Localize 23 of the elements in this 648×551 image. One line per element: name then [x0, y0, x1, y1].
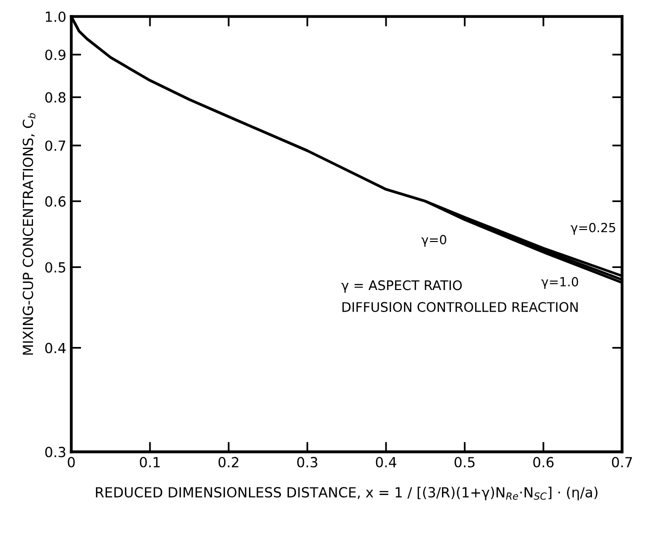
- x-tick-label: 0.7: [612, 456, 632, 468]
- annotation: γ = ASPECT RATIO: [341, 280, 462, 293]
- y-tick-label: 0.8: [45, 92, 66, 103]
- x-tick-label: 0.3: [297, 456, 318, 468]
- series-label: γ=1.0: [541, 276, 578, 289]
- y-tick-label: 1.0: [46, 12, 66, 22]
- series-label: γ=0.25: [570, 222, 616, 235]
- y-tick-label: 0.9: [45, 50, 66, 60]
- y-tick-label: 0.3: [45, 446, 66, 458]
- x-tick-label: 0.1: [140, 456, 160, 468]
- series-label: γ=0: [421, 234, 446, 247]
- x-tick-label: 0.2: [218, 456, 238, 468]
- y-axis-title: MIXING-CUP CONCENTRATIONS, C$_{b}$: [22, 113, 36, 355]
- x-tick-label: 0.5: [454, 456, 475, 468]
- y-tick-label: 0.4: [45, 342, 66, 354]
- x-tick-label: 0: [68, 456, 75, 468]
- x-axis-title: REDUCED DIMENSIONLESS DISTANCE, x = 1 / [(3/R)(1+γ)N$_{Re}$·N$_{SC}$] · (η/a): [96, 486, 598, 500]
- x-tick-label: 0.6: [533, 456, 554, 468]
- y-tick-label: 0.5: [45, 262, 66, 273]
- y-tick-label: 0.6: [45, 196, 66, 207]
- y-tick-label: 0.7: [45, 140, 66, 151]
- x-tick-label: 0.4: [376, 456, 396, 468]
- annotation: DIFFUSION CONTROLLED REACTION: [342, 302, 578, 312]
